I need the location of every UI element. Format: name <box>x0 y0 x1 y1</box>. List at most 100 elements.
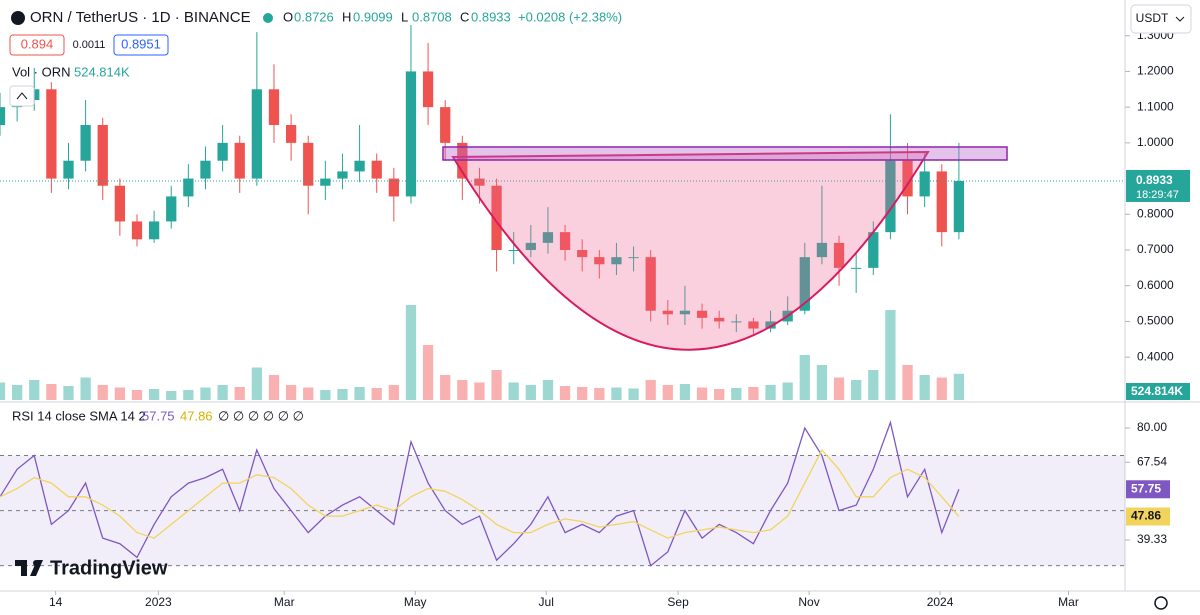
countdown: 18:29:47 <box>1136 189 1179 201</box>
volume-bar <box>63 386 74 400</box>
ohlc-label: C <box>460 9 469 24</box>
candle-body <box>0 107 6 125</box>
x-tick-label: 2024 <box>927 595 954 609</box>
volume-bar <box>594 388 605 400</box>
volume-bar <box>577 387 588 400</box>
sell-box[interactable] <box>9 34 65 56</box>
rsi-extras: ∅ ∅ ∅ ∅ ∅ ∅ <box>218 408 304 423</box>
candle-body <box>731 321 742 323</box>
volume-bar <box>662 385 673 400</box>
volume-bar <box>885 310 896 400</box>
ask[interactable]: 0.8951 <box>121 36 161 51</box>
candle-body <box>234 142 245 179</box>
candle-body <box>337 171 348 179</box>
currency[interactable]: USDT <box>1136 11 1169 25</box>
candle-body <box>816 242 828 258</box>
candle-body <box>594 257 605 265</box>
candle-body <box>285 125 297 143</box>
y-tick-label: 0.5000 <box>1137 314 1174 328</box>
volume-bar <box>628 388 639 400</box>
x-tick-label: May <box>404 595 427 609</box>
y-tick-label: 0.7000 <box>1137 242 1174 256</box>
ohlc-legend: O 0.8726 H 0.9099 L 0.8708 C 0.8933 <box>283 9 511 24</box>
volume-bar <box>200 387 211 400</box>
value-label: 57.75 <box>1131 481 1161 495</box>
x-tick-label: Nov <box>798 595 819 609</box>
volume-bar <box>337 389 348 400</box>
volume-box <box>1126 383 1190 400</box>
volume-bar <box>525 385 536 400</box>
ohlc-label: H <box>342 9 351 24</box>
candle-body <box>936 171 947 233</box>
settings-icon[interactable] <box>1154 596 1168 610</box>
candle-body <box>440 107 451 143</box>
candle-body <box>405 71 417 197</box>
volume-bar <box>559 386 571 400</box>
candle-body <box>577 250 588 258</box>
candle-body <box>491 185 502 250</box>
volume-bar <box>114 387 125 400</box>
candle-body <box>268 89 280 125</box>
volume-bar <box>782 382 793 400</box>
sma-value: 47.86 <box>180 408 213 423</box>
volume-bar <box>748 387 759 400</box>
y-tick-label: 1.1000 <box>1137 99 1174 113</box>
volume-bar <box>936 377 947 400</box>
volume-bar <box>29 380 40 400</box>
volume-bar <box>354 387 365 400</box>
candle-body <box>200 160 211 179</box>
candle-body <box>251 89 262 179</box>
volume-bar <box>833 377 845 400</box>
volume-value: 524.814K <box>74 64 130 79</box>
volume-bar <box>542 380 554 400</box>
ohlc-label: L <box>401 9 408 24</box>
rsi-line <box>0 448 960 539</box>
symbol-title: ORN / TetherUS · 1D · BINANCE <box>30 9 251 26</box>
candle-body <box>868 232 879 268</box>
candle-body <box>508 250 519 251</box>
tv-logo-dot <box>33 560 39 566</box>
currency-button[interactable] <box>1130 4 1192 34</box>
y-tick-label: 80.00 <box>1137 420 1167 434</box>
candle-body <box>320 178 331 186</box>
symbol-logo <box>11 11 25 25</box>
volume-bar <box>731 388 742 400</box>
collapse-button[interactable] <box>9 85 35 107</box>
layer <box>0 25 1130 595</box>
ohlc-value: 0.8933 <box>471 9 511 24</box>
bid[interactable]: 0.894 <box>21 36 54 51</box>
candle-body <box>166 196 177 222</box>
volume-bar <box>422 345 434 400</box>
volume-bar <box>919 375 930 400</box>
volume-axis-label: 524.814K <box>1131 384 1183 398</box>
volume-bar <box>440 375 451 400</box>
volume-bar <box>97 385 108 400</box>
candle-body <box>645 257 656 311</box>
last-price-box <box>1126 169 1190 202</box>
candle-body <box>628 257 639 259</box>
candle-body <box>148 221 160 240</box>
candle-body <box>799 257 810 311</box>
candle-body <box>217 142 228 161</box>
buy-box[interactable] <box>113 34 169 56</box>
x-tick-label: 14 <box>49 595 63 609</box>
candle-body <box>714 317 725 322</box>
value-label: 47.86 <box>1131 509 1161 523</box>
cup-annotation <box>451 150 930 351</box>
volume-bar <box>474 382 485 400</box>
candle-body <box>303 142 314 186</box>
volume-bar <box>131 390 143 400</box>
y-tick-label: 67.54 <box>1137 454 1167 468</box>
candle-body <box>371 160 382 179</box>
volume-bar <box>679 384 691 400</box>
volume-bar <box>303 387 314 400</box>
volume-bar <box>868 370 879 400</box>
volume-bar <box>11 385 23 400</box>
candle-body <box>679 310 691 315</box>
rsi-title: RSI 14 close SMA 14 2 <box>12 408 146 423</box>
ohlc-value: 0.9099 <box>353 9 393 24</box>
volume-bar <box>457 380 468 400</box>
candle-body <box>765 321 776 329</box>
volume-bar <box>285 385 297 400</box>
